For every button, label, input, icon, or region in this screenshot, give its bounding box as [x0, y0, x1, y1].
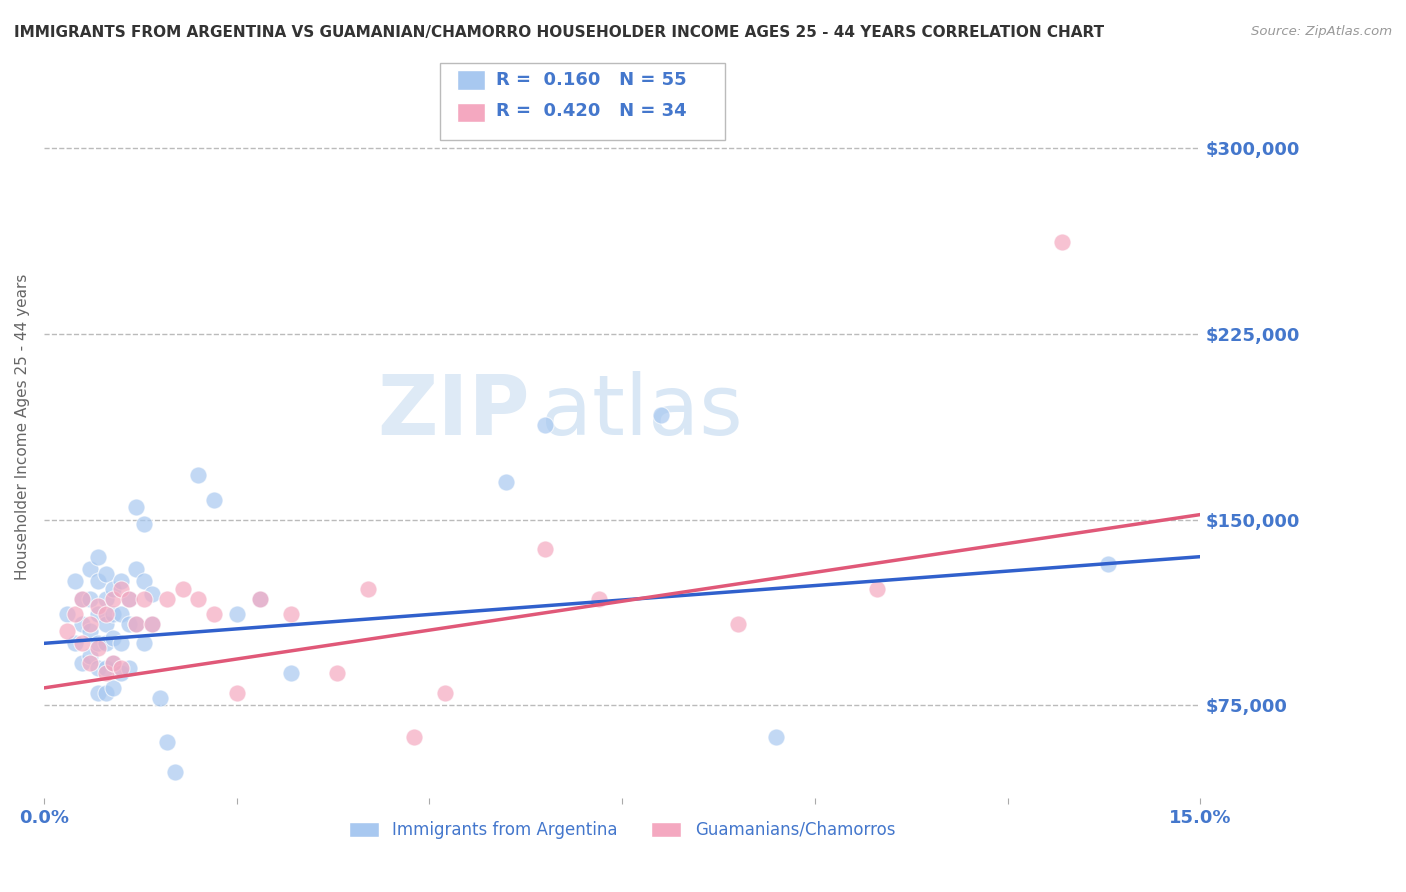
Point — [187, 467, 209, 482]
Point — [765, 731, 787, 745]
Point — [118, 591, 141, 606]
Point — [134, 591, 156, 606]
Point — [79, 656, 101, 670]
Point — [326, 666, 349, 681]
Point — [103, 656, 125, 670]
Point — [141, 616, 163, 631]
Point — [87, 599, 110, 614]
Point — [103, 607, 125, 621]
Point — [588, 591, 610, 606]
Point — [56, 624, 79, 638]
Point — [94, 661, 117, 675]
Point — [865, 582, 887, 596]
Point — [357, 582, 380, 596]
Point — [79, 648, 101, 663]
Point — [225, 686, 247, 700]
Point — [94, 566, 117, 581]
Point — [118, 616, 141, 631]
Point — [134, 636, 156, 650]
Point — [249, 591, 271, 606]
Point — [87, 641, 110, 656]
Point — [72, 636, 94, 650]
Point — [87, 636, 110, 650]
Point — [1050, 235, 1073, 249]
Point — [187, 591, 209, 606]
Point — [534, 418, 557, 433]
Point — [110, 574, 132, 589]
Text: R =  0.160   N = 55: R = 0.160 N = 55 — [496, 71, 688, 89]
Point — [110, 582, 132, 596]
Point — [125, 616, 148, 631]
Point — [110, 666, 132, 681]
Point — [202, 607, 225, 621]
Point — [94, 686, 117, 700]
Point — [495, 475, 517, 490]
Text: IMMIGRANTS FROM ARGENTINA VS GUAMANIAN/CHAMORRO HOUSEHOLDER INCOME AGES 25 - 44 : IMMIGRANTS FROM ARGENTINA VS GUAMANIAN/C… — [14, 25, 1104, 40]
Point — [103, 591, 125, 606]
Point — [249, 591, 271, 606]
Point — [110, 607, 132, 621]
Point — [87, 686, 110, 700]
Point — [148, 690, 170, 705]
Point — [125, 616, 148, 631]
Point — [103, 656, 125, 670]
Point — [63, 636, 86, 650]
Point — [79, 562, 101, 576]
Point — [79, 624, 101, 638]
Point — [402, 731, 425, 745]
Point — [141, 587, 163, 601]
Point — [156, 591, 179, 606]
Point — [72, 591, 94, 606]
Point — [118, 661, 141, 675]
Point — [94, 591, 117, 606]
Point — [94, 607, 117, 621]
Point — [79, 591, 101, 606]
Point — [103, 632, 125, 646]
Point — [225, 607, 247, 621]
Point — [1097, 557, 1119, 571]
Point — [94, 636, 117, 650]
Point — [141, 616, 163, 631]
Point — [56, 607, 79, 621]
Point — [87, 574, 110, 589]
Point — [727, 616, 749, 631]
Legend: Immigrants from Argentina, Guamanians/Chamorros: Immigrants from Argentina, Guamanians/Ch… — [343, 814, 901, 846]
Point — [172, 582, 194, 596]
Point — [103, 582, 125, 596]
Point — [79, 616, 101, 631]
Text: Source: ZipAtlas.com: Source: ZipAtlas.com — [1251, 25, 1392, 38]
Point — [87, 607, 110, 621]
Point — [650, 409, 672, 423]
Point — [110, 636, 132, 650]
Point — [94, 666, 117, 681]
Point — [94, 616, 117, 631]
Point — [534, 542, 557, 557]
Point — [125, 500, 148, 515]
Point — [72, 616, 94, 631]
Point — [125, 562, 148, 576]
Point — [134, 517, 156, 532]
Point — [433, 686, 456, 700]
Point — [103, 681, 125, 695]
Point — [87, 549, 110, 564]
Text: R =  0.420   N = 34: R = 0.420 N = 34 — [496, 103, 688, 120]
Point — [110, 661, 132, 675]
Point — [63, 607, 86, 621]
Point — [202, 492, 225, 507]
Point — [163, 765, 186, 780]
Text: ZIP: ZIP — [377, 371, 530, 452]
Point — [280, 666, 302, 681]
Point — [72, 656, 94, 670]
Y-axis label: Householder Income Ages 25 - 44 years: Householder Income Ages 25 - 44 years — [15, 274, 30, 580]
Point — [63, 574, 86, 589]
Point — [87, 661, 110, 675]
Point — [134, 574, 156, 589]
Point — [72, 591, 94, 606]
Point — [118, 591, 141, 606]
Point — [156, 735, 179, 749]
Point — [280, 607, 302, 621]
Text: atlas: atlas — [541, 371, 742, 452]
